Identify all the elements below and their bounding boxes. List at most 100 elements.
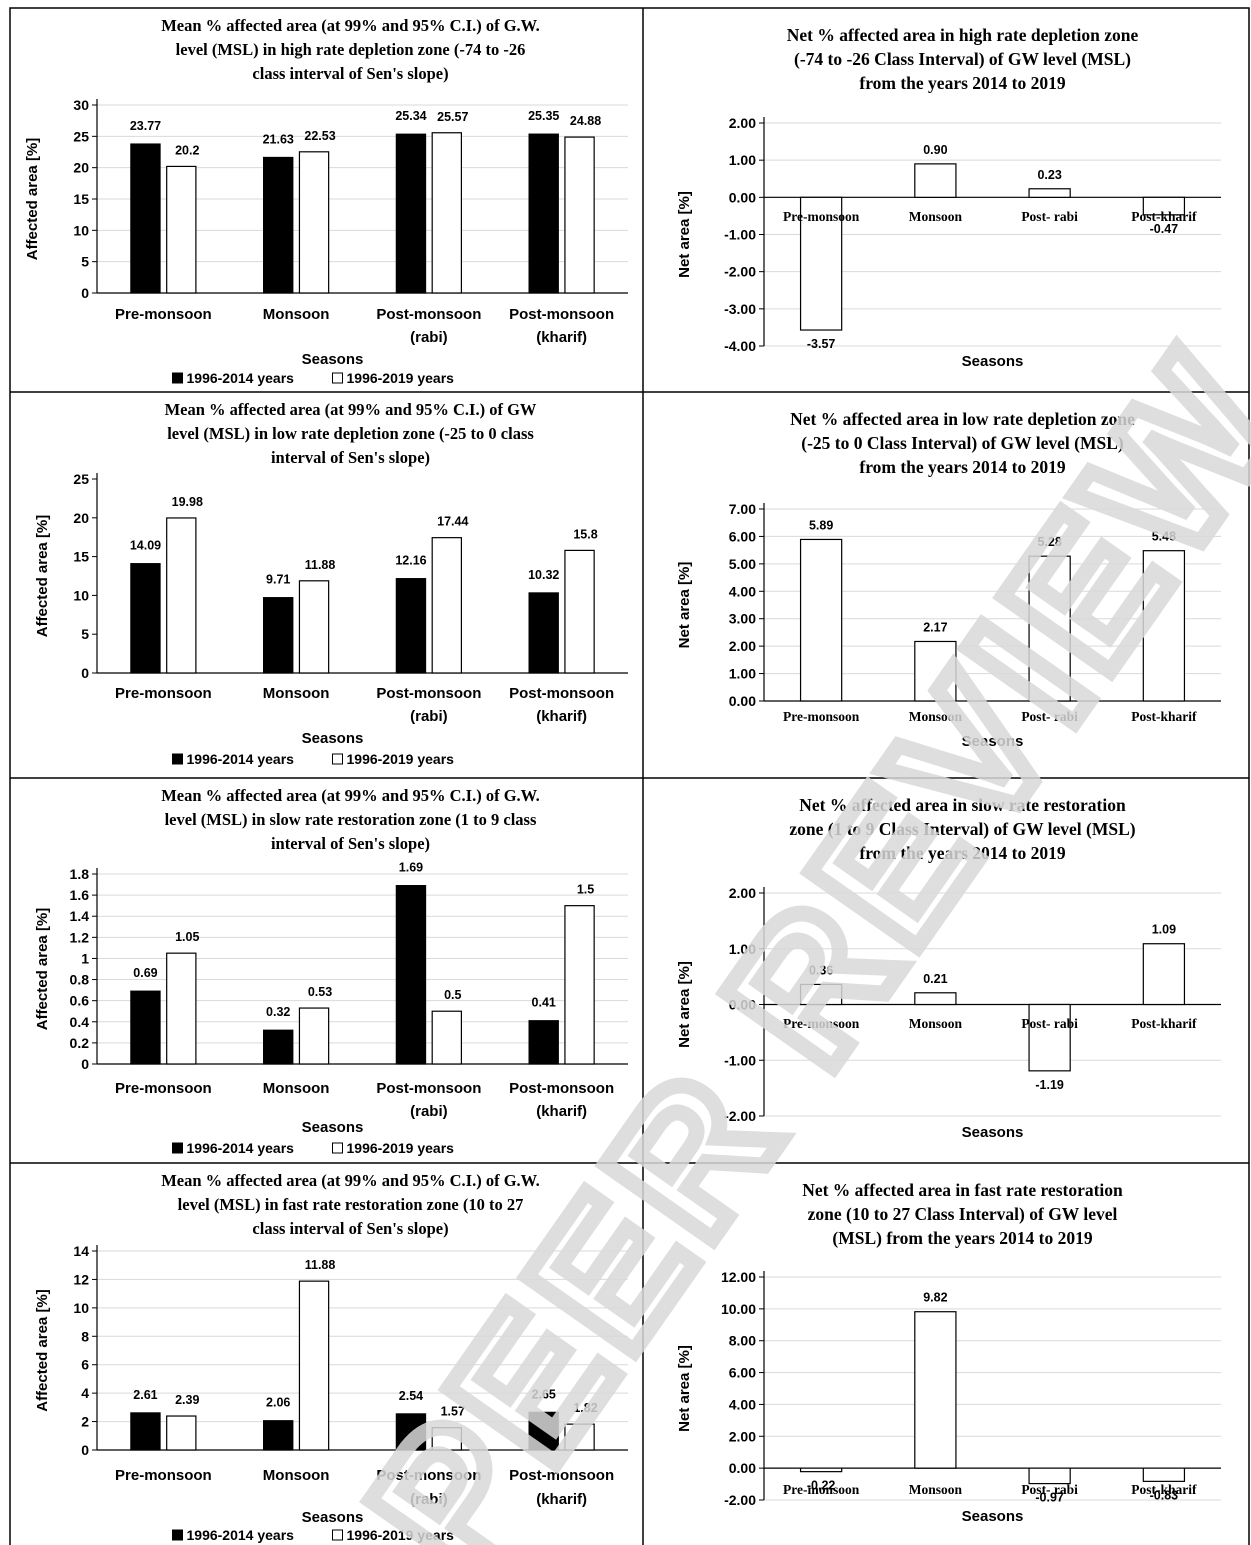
legend-swatch (172, 1142, 183, 1154)
legend-swatch (332, 1529, 343, 1541)
chart-title-line: (MSL) from the years 2014 to 2019 (832, 1228, 1092, 1248)
chart-svg: Net % affected area in slow rate restora… (676, 795, 1221, 1141)
y-axis-title: Affected area [%] (34, 515, 51, 638)
bar-1996-2014 (395, 133, 427, 294)
data-label: 9.82 (923, 1291, 947, 1305)
y-tick-label: 8.00 (729, 1333, 756, 1349)
chart-svg: Mean % affected area (at 99% and 95% C.I… (34, 400, 628, 767)
legend-swatch (332, 753, 343, 765)
y-tick-label: 10 (73, 1300, 89, 1316)
bar-1996-2014 (263, 156, 294, 294)
x-tick-label: Post- rabi (1021, 1016, 1078, 1031)
x-tick-label: Monsoon (263, 306, 330, 323)
x-tick-label: Monsoon (263, 1467, 330, 1484)
x-tick-label: Pre-monsoon (115, 1080, 212, 1097)
data-labels: 0.36 0.21 -1.19 1.09 (809, 923, 1176, 1092)
data-label: 2.06 (266, 1396, 290, 1410)
data-label: 0.41 (532, 996, 556, 1010)
x-tick-label: Post- rabi (1021, 209, 1078, 224)
data-label: -0.83 (1150, 1488, 1179, 1502)
chart-title: Net % affected area in high rate depleti… (787, 25, 1139, 93)
y-tick-label: 8 (81, 1328, 89, 1344)
x-axis: Pre-monsoon Monsoon Post-monsoon (rabi) Post… (115, 685, 614, 725)
data-labels: 2.61 2.39 2.06 11.88 2.54 1.57 2.65 1.82 (133, 1258, 597, 1419)
chart-high-depletion-mean: Mean % affected area (at 99% and 95% C.I… (11, 9, 642, 391)
bar-net (1028, 1003, 1071, 1072)
chart-svg: Mean % affected area (at 99% and 95% C.I… (34, 1171, 628, 1543)
bar-1996-2014 (528, 133, 559, 294)
chart-title-line: class interval of Sen's slope) (252, 1219, 448, 1238)
data-label: 0.32 (266, 1005, 290, 1019)
data-label: 1.5 (577, 883, 594, 897)
bar-1996-2019 (564, 905, 595, 1065)
chart-title-line: Net % affected area in low rate depletio… (790, 409, 1135, 429)
y-tick-label: 0 (81, 1056, 89, 1072)
data-labels: -0.22 9.82 -0.97 -0.83 (807, 1291, 1178, 1505)
chart-title-line: level (MSL) in high rate depletion zone … (176, 40, 526, 59)
x-tick-label: Monsoon (909, 1016, 963, 1031)
bars (799, 163, 1186, 331)
chart-title-line: Net % affected area in slow rate restora… (799, 795, 1126, 815)
chart-title: Mean % affected area (at 99% and 95% C.I… (161, 1171, 540, 1238)
bars (130, 132, 595, 294)
data-label: 5.89 (809, 518, 833, 532)
x-tick-label: Monsoon (909, 709, 963, 724)
chart-low-depletion-net: Net % affected area in low rate depletio… (644, 393, 1248, 777)
chart-title-line: Mean % affected area (at 99% and 95% C.I… (165, 400, 537, 419)
data-label: 25.35 (528, 109, 559, 123)
x-tick-label: Monsoon (263, 1080, 330, 1097)
legend-label: 1996-2019 years (347, 1527, 455, 1543)
x-tick-label: Monsoon (263, 685, 330, 702)
data-label: 19.98 (172, 495, 203, 509)
x-tick-label: Post-monsoon (376, 1080, 481, 1097)
y-tick-label: 0.00 (729, 1460, 756, 1476)
bars (799, 943, 1186, 1072)
chart-title: Mean % affected area (at 99% and 95% C.I… (161, 786, 540, 853)
chart-slow-restoration-net: Net % affected area in slow rate restora… (644, 779, 1248, 1162)
chart-fast-restoration-net: Net % affected area in fast rate restora… (644, 1164, 1248, 1544)
chart-svg: Mean % affected area (at 99% and 95% C.I… (34, 786, 628, 1156)
x-axis: Pre-monsoon Monsoon Post-monsoon (rabi) Post… (115, 1080, 614, 1120)
x-tick-label: Post- rabi (1021, 709, 1078, 724)
x-tick-label: (kharif) (536, 329, 587, 346)
bar-1996-2014 (130, 990, 161, 1065)
bar-1996-2014 (130, 1412, 161, 1451)
y-tick-label: 12 (73, 1271, 89, 1287)
bar-net (1142, 550, 1186, 702)
x-tick-label: (kharif) (536, 1491, 587, 1508)
y-tick-label: 1.00 (729, 152, 756, 168)
bars (130, 517, 595, 674)
x-tick-label: (kharif) (536, 708, 587, 725)
bar-1996-2019 (166, 517, 197, 674)
bar-1996-2019 (166, 165, 197, 294)
bar-net (1142, 943, 1186, 1006)
y-axis-title: Net area [%] (676, 191, 693, 278)
data-label: 23.77 (130, 119, 161, 133)
x-tick-label: Post-monsoon (376, 685, 481, 702)
chart-title-line: Net % affected area in fast rate restora… (802, 1180, 1123, 1200)
y-tick-label: 0 (81, 285, 89, 301)
y-tick-label: 0 (81, 665, 89, 681)
y-tick-label: 0.00 (729, 997, 756, 1013)
y-tick-label: 4 (81, 1385, 89, 1401)
legend: 1996-2014 years 1996-2019 years (172, 751, 454, 767)
chart-svg: Mean % affected area (at 99% and 95% C.I… (24, 16, 628, 386)
legend-label: 1996-2019 years (347, 370, 455, 386)
chart-title-line: Net % affected area in high rate depleti… (787, 25, 1139, 45)
x-axis: Pre-monsoon Monsoon Post- rabi Post-kharif (783, 209, 1197, 224)
x-tick-label: Pre-monsoon (115, 685, 212, 702)
y-axis: -4.00 -3.00 -2.00 -1.00 0.00 1.00 2.00 (724, 115, 1221, 354)
bar-net (914, 163, 957, 198)
x-tick-label: (rabi) (410, 1103, 448, 1120)
chart-title-line: level (MSL) in fast rate restoration zon… (178, 1195, 524, 1214)
chart-svg: Net % affected area in fast rate restora… (676, 1180, 1221, 1525)
legend-label: 1996-2014 years (187, 751, 295, 767)
chart-high-depletion-net: Net % affected area in high rate depleti… (644, 9, 1248, 391)
y-tick-label: 1.8 (70, 866, 90, 882)
chart-slow-restoration-mean: Mean % affected area (at 99% and 95% C.I… (11, 779, 642, 1162)
data-label: 0.90 (923, 143, 947, 157)
y-tick-label: 6 (81, 1357, 89, 1373)
y-tick-label: 20 (73, 510, 89, 526)
legend-label: 1996-2014 years (187, 370, 295, 386)
legend-swatch (172, 753, 183, 765)
